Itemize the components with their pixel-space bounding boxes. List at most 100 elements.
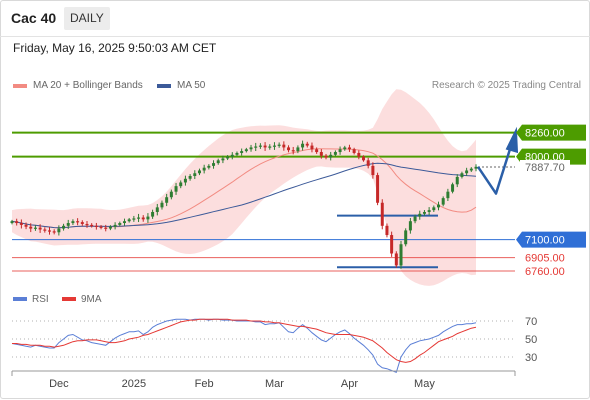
candle-body: [404, 230, 408, 245]
candle-body: [76, 221, 80, 223]
candle-body: [66, 223, 70, 226]
candle-body: [62, 225, 66, 229]
candle-body: [169, 191, 173, 198]
candle-body: [57, 228, 61, 233]
candle-body: [451, 184, 455, 192]
candle-body: [15, 221, 19, 224]
candle-body: [141, 217, 145, 220]
chart-header: Cac 40 DAILY: [0, 0, 590, 37]
forecast-arrowhead: [505, 126, 519, 154]
candle-body: [10, 221, 14, 224]
level-label-resistance: 8260.00: [525, 128, 565, 140]
candle-body: [333, 152, 337, 155]
candle-body: [24, 224, 28, 227]
candle-body: [455, 176, 459, 185]
candle-body: [446, 191, 450, 199]
candle-body: [277, 144, 281, 146]
candle-body: [80, 222, 84, 224]
ma9-legend-label: 9MA: [81, 294, 102, 305]
candle-body: [376, 175, 380, 203]
candle-body: [240, 151, 244, 153]
candle-body: [230, 154, 234, 157]
forecast-arrow: [476, 142, 514, 195]
x-tick-label: Feb: [195, 378, 214, 390]
ma20-swatch: [13, 83, 27, 88]
level-label-support: 6905.00: [525, 253, 565, 265]
candle-body: [244, 149, 248, 152]
candle-body: [460, 173, 464, 177]
candle-body: [179, 182, 183, 187]
candle-body: [474, 166, 478, 169]
x-tick-label: Dec: [49, 378, 69, 390]
candle-body: [469, 168, 473, 171]
rsi-legend-swatch: [13, 297, 27, 301]
candle-body: [197, 170, 201, 174]
candle-body: [380, 202, 384, 226]
candle-body: [272, 145, 276, 147]
candle-body: [127, 219, 131, 222]
candle-body: [352, 149, 356, 153]
candle-body: [235, 152, 239, 155]
candle-body: [132, 218, 136, 220]
candle-body: [305, 143, 309, 146]
candle-body: [146, 216, 150, 220]
candle-body: [385, 225, 389, 236]
candle-body: [118, 223, 122, 225]
rsi-tick-label: 50: [525, 334, 537, 346]
level-tag-resistance: [516, 124, 586, 141]
candle-body: [399, 244, 403, 266]
candle-body: [71, 221, 75, 224]
candle-body: [263, 145, 267, 148]
legend-ma50: MA 50: [157, 80, 205, 91]
rsi-tick-label: 70: [525, 316, 537, 328]
candle-body: [137, 217, 141, 219]
candle-body: [291, 150, 295, 152]
candle-body: [226, 156, 230, 159]
rsi-line: [11, 318, 477, 373]
candle-body: [85, 223, 89, 226]
timeframe-button[interactable]: DAILY: [64, 7, 110, 30]
current-price-label: 7887.70: [525, 162, 565, 174]
candle-body: [29, 226, 33, 229]
candle-body: [202, 167, 206, 171]
credit-text: Research © 2025 Trading Central: [431, 80, 581, 91]
candle-body: [43, 229, 47, 231]
candle-body: [347, 147, 351, 150]
candle-body: [371, 165, 375, 176]
x-tick-label: Mar: [265, 378, 284, 390]
candle-body: [319, 152, 323, 156]
candle-body: [432, 207, 436, 211]
candle-body: [357, 152, 361, 157]
level-tag-pivot: [516, 231, 586, 248]
candle-body: [165, 197, 169, 203]
candle-body: [104, 227, 108, 229]
candle-body: [221, 158, 225, 161]
candle-body: [155, 207, 159, 212]
candle-body: [183, 178, 187, 183]
candle-body: [418, 213, 422, 217]
candle-body: [362, 156, 366, 161]
candle-body: [310, 145, 314, 150]
candle-body: [315, 149, 319, 153]
candle-body: [47, 230, 51, 232]
bollinger-band: [12, 89, 476, 286]
level-label-pivot: 7100.00: [525, 235, 565, 247]
candle-body: [338, 149, 342, 153]
candle-body: [465, 170, 469, 174]
ma50-label: MA 50: [177, 80, 206, 91]
ma9-legend-swatch: [62, 297, 76, 301]
candle-body: [188, 176, 192, 179]
candle-body: [193, 173, 197, 177]
candle-body: [94, 225, 98, 228]
x-tick-label: Apr: [341, 378, 358, 390]
candle-body: [324, 155, 328, 158]
instrument-name: Cac 40: [11, 10, 57, 26]
candle-body: [249, 147, 253, 150]
candle-body: [52, 231, 56, 233]
candle-body: [258, 145, 262, 147]
legend-ma20: MA 20 + Bollinger Bands: [13, 80, 143, 91]
candle-body: [427, 210, 431, 212]
x-tick-label: 2025: [122, 378, 146, 390]
candle-body: [268, 146, 272, 148]
